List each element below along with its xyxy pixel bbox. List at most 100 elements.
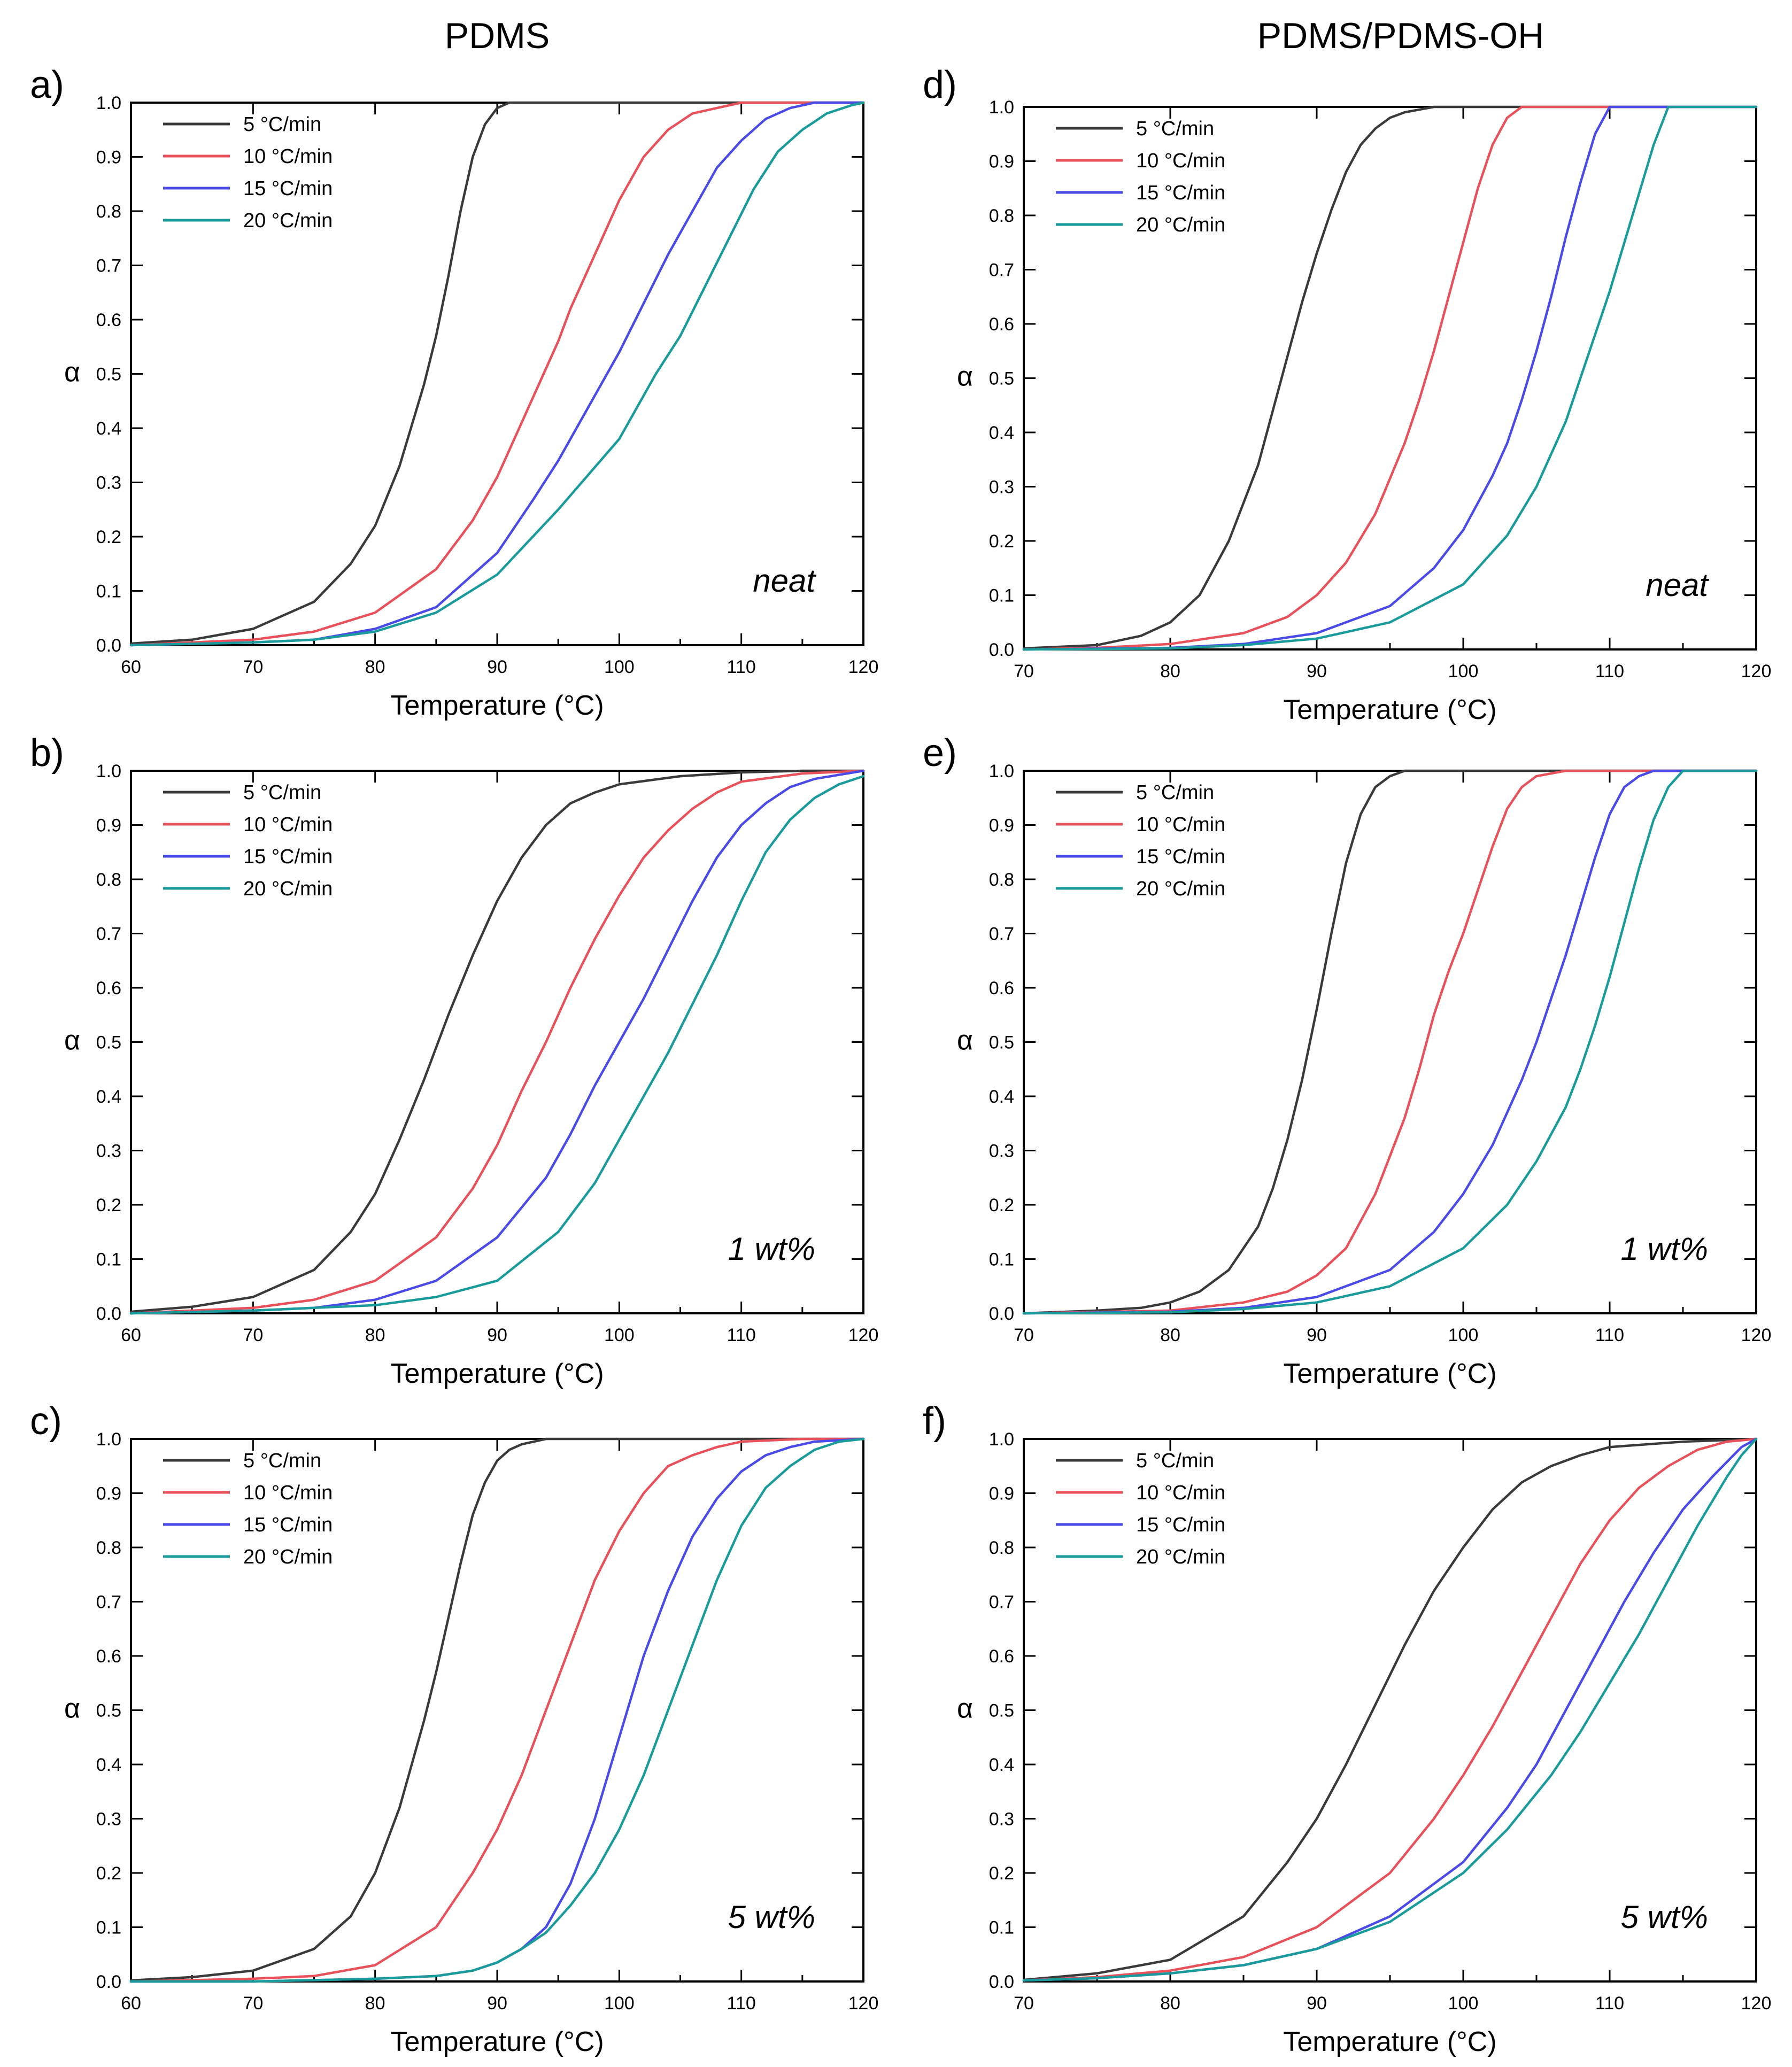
y-tick-label: 0.7 [989,260,1014,281]
y-tick-label: 0.0 [96,1972,121,1992]
x-tick-label: 100 [1448,661,1479,682]
y-tick-label: 0.5 [96,1701,121,1721]
panel-letter-d: d) [923,64,957,106]
legend-label: 10 °C/min [243,145,333,168]
panel-annotation: 5 wt% [1621,1899,1708,1935]
y-tick-label: 0.4 [96,1755,121,1775]
legend-label: 20 °C/min [1136,1546,1225,1568]
series-line-5-c-per-min [1022,105,1758,650]
legend-label: 10 °C/min [1136,150,1225,172]
x-tick-label: 110 [1595,1325,1624,1345]
legend-label: 10 °C/min [243,1482,333,1504]
y-tick-label: 0.8 [96,870,121,890]
legend-label: 15 °C/min [1136,182,1225,204]
series-line-5-c-per-min [1022,769,1758,1315]
column-title-pdms: PDMS [444,16,550,56]
series-line-5-c-per-min [129,101,865,645]
series-line-10-c-per-min [1022,105,1758,651]
legend-label: 15 °C/min [243,1514,333,1536]
panel-annotation: neat [753,563,816,599]
y-axis-label: α [64,1693,80,1724]
x-tick-label: 90 [487,1993,507,2014]
series-line-20-c-per-min [129,1437,865,1983]
series-line-20-c-per-min [1022,105,1758,651]
panel-annotation: 5 wt% [728,1899,815,1935]
series-line-15-c-per-min [129,769,865,1315]
x-tick-label: 120 [848,1993,879,2014]
legend-label: 20 °C/min [243,878,333,900]
x-tick-label: 110 [727,1325,756,1345]
x-tick-label: 120 [848,657,879,677]
x-tick-label: 100 [1448,1325,1479,1345]
y-tick-label: 0.5 [989,1033,1014,1053]
chart-panel-f: 70 80 90 100 110 120 0.0 0.1 0.2 0.3 0.4 0.5 0.6 0.7 0… [957,1429,1771,2057]
x-axis-label: Temperature (°C) [1283,2026,1496,2057]
y-tick-label: 0.1 [96,582,121,602]
y-tick-label: 0.7 [989,924,1014,945]
panel-annotation: 1 wt% [1621,1231,1708,1267]
legend-label: 10 °C/min [1136,814,1225,836]
y-tick-label: 1.0 [989,1429,1014,1450]
legend-label: 5 °C/min [243,781,321,804]
legend-label: 20 °C/min [243,1546,333,1568]
x-tick-label: 60 [121,1993,141,2014]
x-tick-label: 110 [1595,1993,1624,2014]
x-tick-label: 100 [604,657,635,677]
y-tick-label: 0.4 [96,419,121,439]
x-tick-label: 80 [365,1325,385,1345]
x-tick-label: 60 [121,1325,141,1345]
x-tick-label: 110 [1595,661,1624,682]
series-line-10-c-per-min [129,101,865,647]
series-line-5-c-per-min [129,1437,865,1982]
panel-letter-e: e) [923,732,957,775]
y-tick-label: 0.8 [96,202,121,222]
y-tick-label: 0.4 [989,1087,1014,1107]
series-line-10-c-per-min [129,1437,865,1983]
y-tick-label: 0.0 [989,1304,1014,1324]
legend-label: 5 °C/min [1136,118,1214,140]
legend-label: 20 °C/min [1136,214,1225,236]
x-tick-label: 70 [243,1325,263,1345]
x-axis-label: Temperature (°C) [390,690,604,721]
y-tick-label: 0.8 [989,870,1014,890]
y-tick-label: 0.7 [96,256,121,276]
y-tick-label: 0.2 [96,1195,121,1216]
y-tick-label: 0.1 [96,1918,121,1938]
legend-label: 5 °C/min [1136,781,1214,804]
x-tick-label: 110 [727,1993,756,2014]
y-tick-label: 0.2 [989,1863,1014,1884]
y-tick-label: 1.0 [96,93,121,113]
y-tick-label: 0.3 [96,1809,121,1830]
y-tick-label: 1.0 [96,1429,121,1450]
y-axis-label: α [957,1025,973,1056]
y-tick-label: 0.6 [989,978,1014,998]
x-tick-label: 120 [848,1325,879,1345]
y-tick-label: 0.1 [989,1250,1014,1270]
y-tick-label: 0.3 [96,1141,121,1162]
y-tick-label: 0.5 [96,365,121,385]
legend-label: 15 °C/min [1136,1514,1225,1536]
chart-panel-b: 60 70 80 90 100 110 120 0.0 0.1 0.2 0.3 0.4 0.5 0.6 0.… [64,761,879,1389]
x-tick-label: 120 [1741,661,1772,682]
y-tick-label: 0.9 [989,152,1014,172]
series-line-20-c-per-min [129,775,865,1315]
x-tick-label: 90 [1307,661,1327,682]
y-tick-label: 0.9 [96,148,121,168]
y-tick-label: 0.3 [989,477,1014,498]
x-tick-label: 90 [1307,1993,1327,2014]
y-tick-label: 0.1 [96,1250,121,1270]
y-axis-label: α [64,357,80,388]
legend-label: 10 °C/min [1136,1482,1225,1504]
legend-label: 20 °C/min [243,210,333,232]
legend-label: 5 °C/min [243,113,321,136]
y-tick-label: 0.8 [989,1538,1014,1558]
x-tick-label: 80 [1160,1993,1180,2014]
series-line-15-c-per-min [129,101,865,647]
y-tick-label: 0.0 [96,636,121,656]
legend-label: 10 °C/min [243,814,333,836]
x-tick-label: 90 [487,1325,507,1345]
y-tick-label: 0.0 [96,1304,121,1324]
y-tick-label: 0.2 [96,527,121,547]
y-tick-label: 1.0 [989,761,1014,781]
chart-panel-d: 70 80 90 100 110 120 0.0 0.1 0.2 0.3 0.4 0.5 0.6 0.7 0… [957,97,1772,725]
